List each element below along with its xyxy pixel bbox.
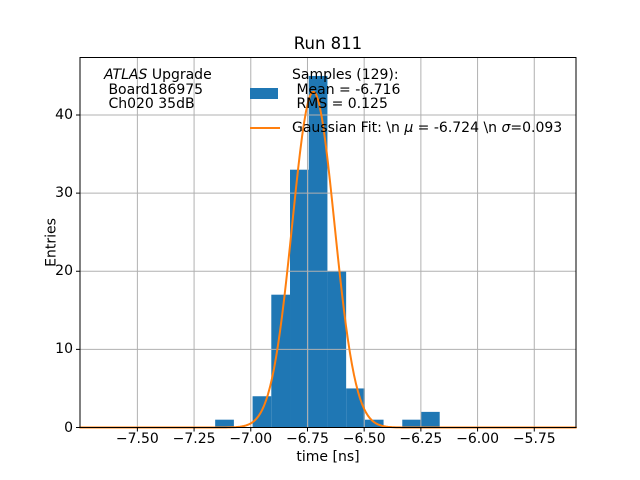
histogram-bar [308, 75, 328, 428]
x-tick-label: −6.75 [286, 431, 329, 447]
histogram-bar [364, 419, 384, 428]
x-tick-label: −7.50 [115, 431, 159, 447]
annotation-upgrade-text: Upgrade [147, 67, 212, 83]
y-axis-label: Entries [43, 218, 60, 267]
legend-sigma-symbol: σ [501, 120, 511, 136]
annotation-channel-text: Ch020 35dB [104, 96, 195, 112]
legend-samples-label: Samples (129): Mean = -6.716 RMS = 0.125 [292, 68, 400, 112]
y-tick-label: 10 [55, 341, 73, 358]
annotation-board-text: Board186975 [104, 81, 204, 98]
x-axis-label: time [ns] [296, 449, 360, 465]
legend-samples-mean: Mean = -6.716 [292, 81, 401, 98]
histogram-bar [290, 169, 309, 428]
histogram-bars-group [215, 75, 440, 428]
legend-samples-rms: RMS = 0.125 [292, 96, 388, 112]
histogram-bar [271, 294, 291, 428]
legend-mu-symbol: μ [404, 120, 414, 136]
legend-gaussian-line-sample [250, 127, 280, 129]
histogram-bar [420, 411, 440, 428]
y-tick-label: 30 [55, 185, 73, 202]
y-tick-label: 40 [55, 107, 73, 123]
histogram-bar [346, 388, 365, 428]
legend-gaussian-prefix: Gaussian Fit: \n [292, 120, 405, 136]
histogram-bar [402, 419, 421, 428]
annotation-atlas-italic: ATLAS [104, 67, 148, 83]
legend-samples-swatch [250, 88, 278, 99]
legend-gaussian-label: Gaussian Fit: \n μ = -6.724 \n σ=0.093 [292, 121, 562, 136]
x-tick-label: −6.25 [399, 431, 443, 447]
x-tick-label: −5.75 [512, 431, 556, 447]
histogram-bar [215, 419, 234, 428]
y-tick-label: 20 [55, 263, 73, 280]
axis-tick-marks-group [76, 114, 535, 432]
x-tick-label: −6.00 [456, 431, 500, 447]
y-tick-label: 0 [64, 419, 73, 436]
x-tick-label: −7.00 [229, 431, 273, 447]
plot-title: Run 811 [293, 34, 363, 53]
legend-samples-count: Samples (129): [292, 67, 399, 83]
x-tick-label: −6.50 [342, 431, 386, 447]
x-tick-label: −7.25 [172, 431, 216, 447]
legend-mu-value: = -6.724 \n [413, 120, 502, 136]
atlas-annotation: ATLAS Upgrade Board186975 Ch020 35dB [104, 68, 212, 112]
gridlines-group [80, 57, 576, 428]
legend-sigma-value: =0.093 [510, 120, 563, 136]
plot-frame [79, 57, 577, 428]
